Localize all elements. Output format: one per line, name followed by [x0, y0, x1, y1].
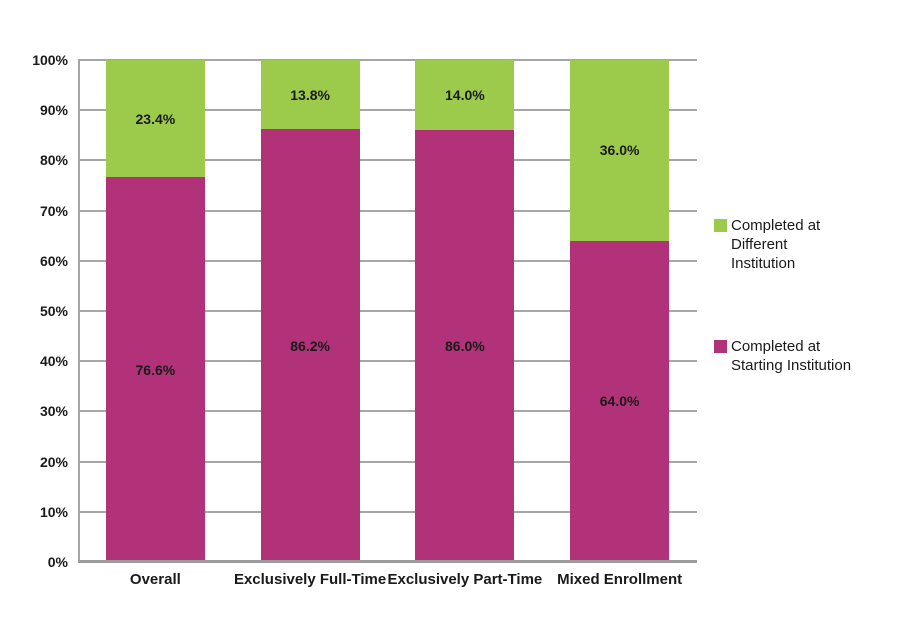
gridline — [78, 109, 697, 112]
gridline — [78, 59, 697, 61]
legend-label: Completed at Different Institution — [731, 217, 821, 272]
gridline — [78, 460, 697, 463]
x-category-label: Overall — [129, 571, 181, 588]
y-tick-label: 30% — [39, 403, 68, 420]
stacked-bar: 86.2% 13.8% — [260, 60, 360, 562]
stacked-bar: 86.0% 14.0% — [415, 60, 515, 562]
data-label: 36.0% — [599, 142, 640, 159]
y-tick-label: 100% — [32, 52, 68, 68]
y-tick-label: 80% — [39, 152, 68, 169]
legend-item: Completed at Different Institution — [714, 216, 864, 273]
legend-swatch — [714, 219, 727, 232]
data-label: 86.2% — [290, 337, 330, 354]
gridline — [78, 410, 697, 413]
y-tick-label: 20% — [39, 453, 68, 470]
x-category-label: Exclusively Full-Time — [233, 571, 387, 588]
data-label: 14.0% — [445, 87, 485, 104]
legend: Completed at Different Institution Complete… — [714, 216, 864, 439]
bar-segment: 86.0% — [415, 130, 515, 562]
x-category-label: Mixed Enrollment — [557, 571, 683, 588]
y-axis-labels: 0% 10% 20% 30% 40% 50% 60% 70% 80% 90% 100% — [0, 52, 68, 570]
legend-swatch — [714, 340, 727, 353]
legend-label: Completed at Starting Institution — [731, 338, 852, 374]
gridline — [78, 510, 697, 513]
y-tick-label: 10% — [39, 503, 68, 520]
plot-area: 76.6% 23.4% 86.2% 13.8% 86.0% 14.0% 64.0% 36.0% — [78, 59, 697, 563]
bar-segment: 14.0% — [415, 60, 515, 131]
y-tick-label: 90% — [39, 102, 68, 119]
x-category-label: Exclusively Part-Time — [387, 571, 543, 588]
bar-segment: 23.4% — [105, 60, 205, 178]
gridline — [78, 259, 697, 262]
stacked-bar: 64.0% 36.0% — [570, 60, 670, 562]
gridline — [78, 209, 697, 212]
data-label: 23.4% — [135, 110, 176, 127]
data-label: 86.0% — [445, 338, 485, 355]
x-axis-labels: Overall Exclusively Full-Time Exclusively … — [78, 571, 697, 588]
x-axis-line — [78, 560, 697, 563]
legend-item: Completed at Starting Institution — [714, 337, 864, 375]
y-tick-label: 0% — [47, 554, 68, 570]
y-tick-label: 60% — [39, 252, 68, 269]
bar-segment: 64.0% — [570, 240, 670, 562]
bar-segment: 76.6% — [105, 177, 205, 562]
y-tick-label: 50% — [39, 303, 68, 319]
y-tick-label: 70% — [39, 202, 68, 219]
data-label: 13.8% — [290, 86, 330, 103]
bar-segment: 36.0% — [570, 60, 670, 241]
data-label: 64.0% — [599, 393, 640, 410]
gridline — [78, 360, 697, 363]
bar-segment: 86.2% — [260, 129, 360, 562]
gridline — [78, 159, 697, 162]
bar-segment: 13.8% — [260, 60, 360, 130]
y-tick-label: 40% — [39, 353, 68, 370]
gridline — [78, 310, 697, 312]
data-label: 76.6% — [135, 361, 176, 378]
stacked-bar: 76.6% 23.4% — [105, 60, 205, 562]
